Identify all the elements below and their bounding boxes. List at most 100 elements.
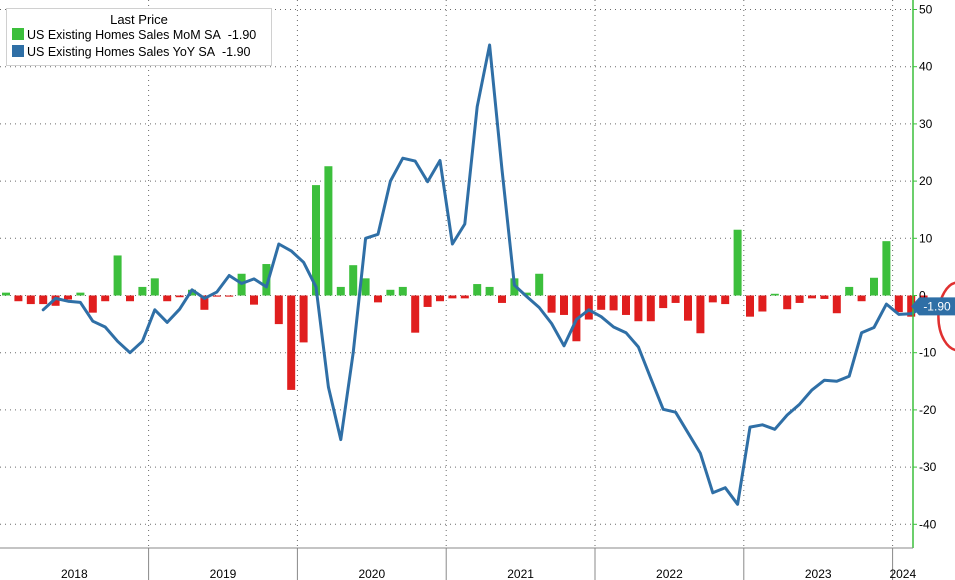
legend-value-yoy: -1.90 (222, 45, 251, 59)
mom-bar (708, 295, 717, 303)
x-tick-label: 2024 (889, 567, 916, 580)
mom-bar (411, 295, 420, 333)
mom-bar (175, 295, 184, 298)
mom-bar (795, 295, 804, 303)
mom-bar (324, 166, 333, 296)
mom-bar (746, 295, 754, 317)
mom-bar (721, 295, 730, 305)
y-tick-label: 20 (919, 174, 933, 188)
mom-bar (646, 295, 655, 322)
y-axis: 50 40 30 20 10 0 -10 -20 -30 -40 (912, 0, 937, 548)
mom-bar (225, 295, 234, 297)
mom-bar (894, 295, 903, 313)
legend-title: Last Price (110, 12, 168, 27)
mom-bar (2, 292, 10, 296)
mom-bar (188, 289, 196, 296)
x-tick-label: 2019 (210, 567, 237, 580)
y-tick-label: -40 (919, 517, 937, 531)
mom-bar (584, 295, 593, 320)
mom-bar (845, 286, 854, 296)
mom-bar (262, 264, 271, 296)
mom-bar (14, 295, 23, 302)
mom-bar (287, 295, 296, 390)
mom-bar (126, 295, 134, 302)
yoy-line-group (41, 43, 926, 506)
legend-label-mom: US Existing Homes Sales MoM SA (27, 28, 221, 42)
legend-swatch-yoy (12, 45, 24, 57)
mom-bar (460, 295, 469, 299)
mom-bar (51, 295, 60, 306)
mom-bar (622, 295, 630, 315)
mom-bar (907, 295, 916, 317)
mom-bar (361, 278, 370, 296)
mom-bar (448, 295, 457, 299)
legend-swatch-mom (12, 28, 24, 40)
mom-bar (671, 295, 680, 303)
mom-bar (423, 295, 432, 307)
highlight-circle (937, 281, 955, 352)
mom-bar (485, 286, 494, 296)
x-axis: 2018 2019 2020 2021 2022 2023 2024 (0, 547, 916, 580)
mom-bar (696, 295, 705, 334)
mom-bars (2, 166, 928, 390)
mom-bar (659, 295, 668, 309)
legend-item-mom: US Existing Homes Sales MoM SA -1.90 (12, 28, 256, 42)
y-tick-label: 50 (919, 3, 933, 17)
mom-bar (64, 295, 72, 300)
last-value-flag (911, 297, 955, 316)
y-tick-label: 30 (919, 117, 933, 131)
legend-item-yoy: US Existing Homes Sales YoY SA -1.90 (12, 45, 251, 59)
x-tick-label: 2023 (805, 567, 832, 580)
mom-bar (26, 295, 35, 305)
mom-bar (684, 295, 692, 321)
mom-bar (535, 273, 544, 296)
mom-bar (386, 289, 395, 296)
x-tick-label: 2018 (61, 567, 88, 580)
mom-bar (870, 277, 878, 296)
y-tick-label: -30 (919, 460, 937, 474)
legend-value-mom: -1.90 (227, 28, 257, 42)
mom-bar (138, 286, 147, 296)
grid-lines (0, 0, 913, 548)
mom-bar (374, 295, 382, 303)
y-tick-label: 10 (919, 231, 933, 245)
mom-bar (634, 295, 643, 322)
mom-bar (113, 255, 122, 296)
mom-bar (88, 295, 97, 313)
mom-bar (609, 295, 618, 311)
legend-label-yoy: US Existing Homes Sales YoY SA (27, 45, 216, 59)
mom-bar (547, 295, 556, 313)
y-tick-label: -10 (919, 346, 937, 360)
mom-bar (150, 278, 159, 296)
mom-bar (163, 295, 172, 302)
mom-bar (349, 265, 358, 296)
mom-bar (250, 295, 258, 305)
mom-bar (770, 293, 779, 296)
annotations: -1.90 (911, 281, 955, 352)
mom-bar (39, 295, 48, 305)
mom-bar (882, 241, 891, 296)
last-value-label: -1.90 (923, 299, 951, 313)
mom-bar (200, 295, 209, 310)
mom-bar (76, 292, 85, 296)
mom-bar (473, 284, 482, 296)
mom-bar (758, 295, 767, 312)
x-tick-label: 2020 (358, 567, 385, 580)
mom-bar (522, 292, 531, 296)
legend: Last Price US Existing Homes Sales MoM S… (6, 8, 272, 66)
mom-bar (336, 286, 345, 296)
x-tick-label: 2021 (507, 567, 534, 580)
y-tick-label: 0 (919, 289, 926, 303)
mom-bar (733, 229, 742, 296)
x-tick-label: 2022 (656, 567, 683, 580)
mom-bar (436, 295, 444, 302)
mom-bar (498, 295, 506, 303)
mom-bar (560, 295, 568, 315)
mom-bar (398, 286, 407, 296)
mom-bar (820, 295, 829, 299)
mom-bar (274, 295, 283, 325)
mom-bar (299, 295, 308, 343)
mom-bar (597, 295, 606, 310)
mom-bar (808, 295, 816, 299)
